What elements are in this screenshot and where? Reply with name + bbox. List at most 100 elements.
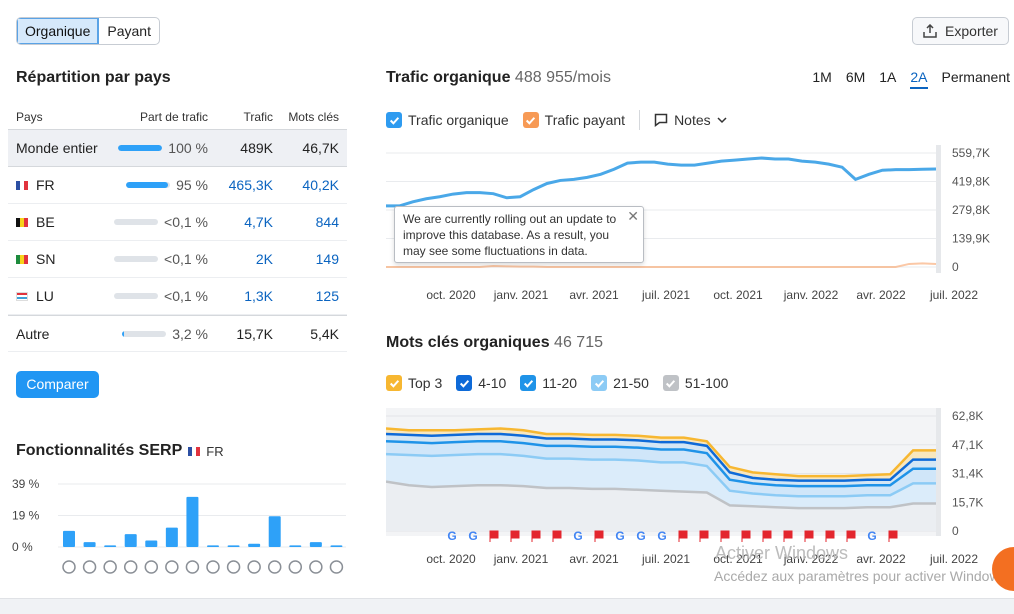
google-update-icon[interactable]: G <box>447 529 456 543</box>
table-row[interactable]: Monde entier 100 % 489K 46,7K <box>8 130 347 167</box>
flag-marker-icon[interactable] <box>594 530 604 542</box>
traffic-cell[interactable]: 4,7K <box>244 214 273 230</box>
serp-feature-icon[interactable] <box>144 560 159 574</box>
x-tick-label: oct. 2020 <box>426 288 476 302</box>
flag-marker-icon[interactable] <box>678 530 688 542</box>
export-icon <box>923 24 937 38</box>
flag-marker-icon[interactable] <box>510 530 520 542</box>
serp-feature-icon[interactable] <box>267 560 282 574</box>
close-icon[interactable]: ✕ <box>627 208 639 224</box>
serp-bar[interactable] <box>309 542 322 547</box>
google-update-icon[interactable]: G <box>657 529 666 543</box>
legend-11-20[interactable]: 11-20 <box>520 375 577 391</box>
keywords-cell[interactable]: 40,2K <box>302 177 339 193</box>
flag-marker-icon[interactable] <box>804 530 814 542</box>
series-line <box>386 156 937 208</box>
serp-feature-icon[interactable] <box>165 560 179 574</box>
legend-21-50[interactable]: 21-50 <box>591 375 649 391</box>
serp-bar[interactable] <box>124 534 137 547</box>
range-tab[interactable]: 2A <box>910 69 928 89</box>
table-row[interactable]: FR 95 % 465,3K 40,2K <box>8 167 347 204</box>
keywords-cell[interactable]: 149 <box>315 251 339 267</box>
serp-chart: 39 % 19 % 0 % <box>12 477 346 574</box>
serp-bar[interactable] <box>289 545 302 547</box>
export-button[interactable]: Exporter <box>912 17 1009 45</box>
checkbox-icon <box>520 375 537 391</box>
legend-51-100[interactable]: 51-100 <box>662 375 728 391</box>
serp-bar[interactable] <box>186 496 199 547</box>
traffic-cell[interactable]: 1,3K <box>244 288 273 304</box>
legend-top-3[interactable]: Top 3 <box>386 375 442 391</box>
serp-bar[interactable] <box>248 543 261 547</box>
flag-marker-icon[interactable] <box>741 530 751 542</box>
serp-feature-icon[interactable] <box>226 560 241 574</box>
serp-feature-icon[interactable] <box>309 560 323 574</box>
table-row[interactable]: BE <0,1 % 4,7K 844 <box>8 204 347 241</box>
range-tab[interactable]: 1M <box>812 69 832 85</box>
flag-marker-icon[interactable] <box>699 530 709 542</box>
google-update-icon[interactable]: G <box>573 529 582 543</box>
serp-bar[interactable] <box>83 542 96 547</box>
serp-feature-icon[interactable] <box>206 560 220 574</box>
serp-feature-icon[interactable] <box>62 560 76 574</box>
table-row[interactable]: LU <0,1 % 1,3K 125 <box>8 278 347 315</box>
checkbox-icon <box>522 112 539 128</box>
y-tick-label: 19 % <box>12 509 40 523</box>
flag-marker-icon[interactable] <box>552 530 562 542</box>
google-update-icon[interactable]: G <box>636 529 645 543</box>
serp-bar[interactable] <box>63 530 75 547</box>
serp-bar[interactable] <box>207 545 219 547</box>
organic-tab[interactable]: Organique <box>17 18 100 44</box>
legend-4-10[interactable]: 4-10 <box>456 375 506 391</box>
flag-marker-icon[interactable] <box>720 530 730 542</box>
fr-flag-icon <box>16 180 28 190</box>
serp-feature-icon[interactable] <box>329 560 344 574</box>
serp-feature-icon[interactable] <box>185 560 200 574</box>
flag-marker-icon[interactable] <box>531 530 541 542</box>
serp-feature-icon[interactable] <box>247 560 261 574</box>
legend-paid[interactable]: Trafic payant <box>522 112 626 128</box>
serp-bar[interactable] <box>145 540 158 547</box>
flag-marker-icon[interactable] <box>762 530 772 542</box>
flag-marker-icon[interactable] <box>489 530 499 542</box>
keywords-cell[interactable]: 844 <box>315 214 339 230</box>
flag-marker-icon[interactable] <box>888 530 898 542</box>
range-tab[interactable]: 6M <box>845 69 866 85</box>
range-tab[interactable]: Permanent <box>941 69 1010 85</box>
header-keywords: Mots clés <box>288 109 339 124</box>
google-update-icon[interactable]: G <box>867 529 876 543</box>
serp-feature-icon[interactable] <box>82 560 97 574</box>
keywords-cell[interactable]: 125 <box>315 288 339 304</box>
traffic-cell[interactable]: 2K <box>255 251 273 267</box>
compare-button[interactable]: Comparer <box>16 371 99 398</box>
serp-bar[interactable] <box>268 516 281 547</box>
be-flag-icon <box>16 217 28 227</box>
notes-dropdown[interactable]: Notes <box>654 112 727 128</box>
table-row[interactable]: Autre 3,2 % 15,7K 5,4K <box>8 315 347 352</box>
serp-bar[interactable] <box>227 545 240 547</box>
google-update-icon[interactable]: G <box>468 529 477 543</box>
legend-paid-label: Trafic payant <box>544 112 626 128</box>
serp-feature-icon[interactable] <box>123 560 138 574</box>
share-text: 100 % <box>168 140 208 156</box>
export-label: Exporter <box>945 23 998 39</box>
header-traffic: Trafic <box>243 109 273 124</box>
y-tick-label: 15,7K <box>952 495 983 509</box>
serp-feature-icon[interactable] <box>103 560 117 574</box>
range-tab[interactable]: 1A <box>879 69 897 85</box>
traffic-cell[interactable]: 465,3K <box>228 177 273 193</box>
serp-bar[interactable] <box>330 545 343 547</box>
serp-feature-icon[interactable] <box>288 560 303 574</box>
flag-marker-icon[interactable] <box>825 530 835 542</box>
flag-marker-icon[interactable] <box>783 530 793 542</box>
chart-scroll-edge <box>936 145 941 273</box>
serp-bar[interactable] <box>165 527 178 547</box>
table-row[interactable]: SN <0,1 % 2K 149 <box>8 241 347 278</box>
google-update-icon[interactable]: G <box>615 529 624 543</box>
legend-organic[interactable]: Trafic organique <box>386 112 509 128</box>
serp-bar[interactable] <box>104 545 117 547</box>
flag-marker-icon[interactable] <box>846 530 856 542</box>
help-bubble[interactable] <box>992 547 1014 591</box>
paid-tab[interactable]: Payant <box>107 23 151 39</box>
x-tick-label: oct. 2020 <box>426 552 476 566</box>
